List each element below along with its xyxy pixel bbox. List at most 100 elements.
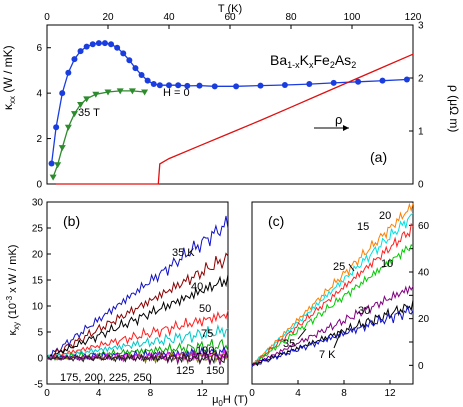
panel-b-y-tick-label: 20 [32, 250, 44, 261]
panel-a-point [70, 111, 78, 118]
annotation-175-250: 175, 200, 225, 250 [60, 372, 152, 384]
panel-c-frame [251, 201, 414, 385]
panel-a-series-line-1 [52, 90, 145, 178]
annotation-c-25-pointer [348, 263, 355, 272]
panel-a-point [281, 81, 288, 88]
panel-a-title: Ba1-xKxFe2As2 [270, 52, 356, 70]
panel-c-series-10 [251, 244, 414, 365]
panel-c-x-tick-label: 0 [249, 388, 255, 399]
panel-b-frame [46, 201, 229, 385]
panel-a-point [233, 83, 240, 90]
panel-b-series-250 [46, 349, 229, 366]
annotation-125: 125 [176, 365, 194, 377]
panel-c-series [251, 202, 414, 368]
annotation-c-25: 25 [333, 261, 345, 273]
panel-a-left-ticks: 0 2 4 6 [36, 43, 51, 191]
panel-a-point [77, 102, 85, 108]
panel-a-point [120, 50, 127, 57]
panel-c-series-15 [251, 213, 414, 367]
panel-a-point [53, 124, 60, 131]
annotation-c-15: 15 [357, 221, 369, 233]
annotation-c-10: 10 [381, 258, 393, 270]
panel-b-series-35-K [46, 215, 229, 359]
panel-a-top-tick-label: 0 [44, 12, 50, 23]
panel-a-point [104, 89, 112, 96]
panel-a-annotation-h0: H = 0 [163, 87, 190, 99]
panel-a-point [83, 96, 91, 103]
panel-a-top-tick-label: 120 [405, 12, 422, 23]
panel-c-series-30 [251, 285, 414, 367]
panel-a-point [196, 82, 203, 89]
panel-a-left-tick-label: 6 [36, 43, 42, 54]
panel-b-series-40 [46, 252, 229, 359]
panel-b-y-tick-label: 5 [37, 328, 43, 339]
panel-c-x-tick-label: 12 [384, 388, 396, 399]
panel-a-point [166, 82, 172, 89]
panel-b-y-tick-label: -5 [34, 380, 43, 391]
panel-a-left-tick-label: 0 [36, 180, 42, 191]
panel-a-point [108, 41, 115, 48]
panel-a-point [156, 82, 163, 89]
panel-c-y-tick-label: 60 [418, 221, 430, 232]
panel-a-point [403, 76, 410, 83]
annotation-40: 40 [191, 281, 203, 293]
panel-a-point [95, 40, 102, 47]
panel-b-series-50 [46, 274, 229, 359]
panel-a: T (K) 0 20 40 60 80 100 120 0 2 4 6 0 1 2 3 κxx (W /… [1, 3, 461, 191]
panel-c-y-tick-label: 0 [418, 361, 424, 372]
panel-a-series-line-2 [56, 53, 414, 185]
annotation-c-7k-pointer [333, 330, 342, 349]
panel-a-left-tick-label: 2 [36, 134, 42, 145]
panel-a-rho-arrowhead [343, 125, 349, 131]
panel-c-x-ticks: 0 4 8 12 [249, 380, 396, 399]
annotation-c-30: 30 [358, 305, 370, 317]
annotation-150: 150 [206, 365, 224, 377]
panel-b-x-tick-label: 4 [96, 388, 102, 399]
panel-c-x-tick-label: 4 [295, 388, 301, 399]
panel-a-right-ticks: 0 1 2 3 [409, 21, 424, 191]
panel-a-point [54, 162, 62, 169]
panel-a-top-ticks: 0 20 40 60 80 100 120 [44, 12, 422, 29]
panel-b-y-ticks: -5 0 5 10 15 20 25 30 [32, 198, 51, 391]
panel-a-point [330, 79, 337, 86]
annotation-c-20: 20 [379, 210, 391, 222]
panel-a-point [49, 174, 57, 181]
panel-a-series [48, 40, 414, 185]
panel-c-y-tick-label: 20 [418, 314, 430, 325]
panel-b-y-tick-label: 15 [32, 276, 44, 287]
panel-a-point [116, 88, 124, 95]
panel-a-label: (a) [370, 149, 387, 165]
panel-c: 0 4 8 12 0 20 40 60 (c) 20 15 25 10 30 35 7 K [249, 201, 430, 399]
panel-b-y-tick-label: 10 [32, 302, 44, 313]
panel-a-left-tick-label: 4 [36, 89, 42, 100]
panel-a-point [71, 56, 78, 63]
annotation-c-35-pointer [297, 328, 307, 340]
panel-b-series-75 [46, 309, 229, 359]
panel-a-point [89, 41, 96, 48]
shared-x-axis-label: μ0H (T) [212, 394, 248, 407]
panel-b-x-tick-label: 12 [197, 388, 209, 399]
panel-b-label: (b) [63, 213, 80, 229]
panel-a-right-tick-label: 0 [418, 180, 424, 191]
annotation-c-35: 35 [283, 338, 295, 350]
annotation-35k: 35 K [172, 247, 195, 259]
panel-c-y-ticks: 0 20 40 60 [409, 221, 430, 372]
panel-a-top-axis-label: T (K) [218, 3, 242, 15]
annotation-100: 100 [196, 345, 214, 357]
panel-a-point [101, 40, 108, 47]
panel-a-point [175, 82, 182, 89]
panel-c-y-tick-label: 40 [418, 268, 430, 279]
panel-a-top-tick-label: 100 [344, 12, 361, 23]
panel-a-left-axis-label: κxx (W / mK) [1, 45, 17, 110]
panel-a-point [77, 48, 84, 55]
panel-b-y-tick-label: 0 [37, 354, 43, 365]
panel-b-series [46, 215, 229, 366]
panel-a-frame [46, 24, 414, 185]
panel-a-point [128, 88, 136, 95]
panel-a-point [144, 77, 151, 84]
panel-a-point [64, 124, 72, 131]
panel-a-point [138, 71, 145, 78]
panel-b-series-100 [46, 323, 229, 360]
panel-b-x-tick-label: 8 [148, 388, 154, 399]
